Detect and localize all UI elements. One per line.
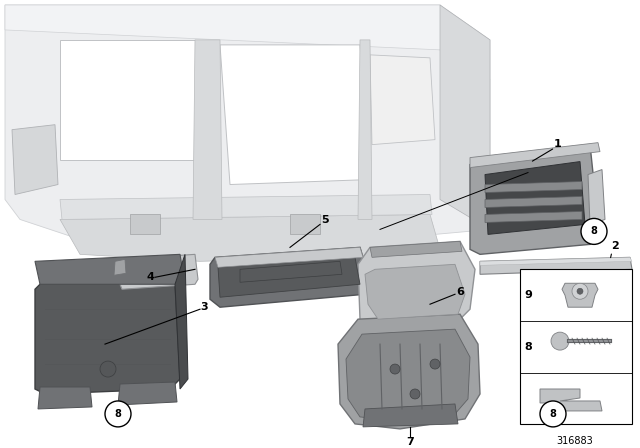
Polygon shape	[12, 125, 58, 194]
Polygon shape	[370, 241, 462, 257]
Circle shape	[581, 219, 607, 244]
Polygon shape	[485, 197, 582, 207]
Circle shape	[551, 332, 569, 350]
Circle shape	[105, 401, 131, 427]
Polygon shape	[118, 382, 177, 405]
Polygon shape	[35, 284, 180, 394]
Polygon shape	[485, 162, 585, 234]
Polygon shape	[218, 257, 360, 297]
Text: 316883: 316883	[557, 436, 593, 446]
Polygon shape	[470, 145, 600, 254]
Text: 9: 9	[524, 290, 532, 300]
Text: 6: 6	[456, 287, 464, 297]
Polygon shape	[38, 387, 92, 409]
Polygon shape	[210, 247, 368, 307]
Polygon shape	[5, 5, 490, 259]
Polygon shape	[118, 254, 198, 289]
Polygon shape	[60, 215, 440, 261]
Circle shape	[390, 364, 400, 374]
Circle shape	[430, 359, 440, 369]
Bar	[520, 269, 632, 424]
Polygon shape	[5, 5, 490, 80]
Polygon shape	[35, 254, 185, 284]
Text: 3: 3	[200, 302, 208, 312]
Polygon shape	[358, 241, 475, 329]
Text: 8: 8	[524, 342, 532, 352]
Polygon shape	[358, 40, 372, 220]
Polygon shape	[175, 254, 188, 389]
Polygon shape	[440, 5, 490, 229]
Polygon shape	[470, 142, 600, 168]
Polygon shape	[215, 247, 363, 267]
Polygon shape	[60, 194, 432, 220]
Text: 7: 7	[406, 437, 414, 447]
Text: 5: 5	[321, 215, 329, 225]
Polygon shape	[130, 215, 160, 234]
Circle shape	[572, 283, 588, 299]
Polygon shape	[480, 257, 632, 274]
Text: 8: 8	[115, 409, 122, 419]
Polygon shape	[346, 329, 470, 421]
Polygon shape	[485, 181, 582, 193]
Text: 4: 4	[146, 272, 154, 282]
Polygon shape	[290, 215, 320, 234]
Polygon shape	[588, 169, 605, 224]
Polygon shape	[240, 261, 342, 282]
Text: 8: 8	[591, 226, 597, 237]
Polygon shape	[480, 257, 632, 265]
Polygon shape	[338, 314, 480, 429]
Polygon shape	[220, 45, 370, 185]
Polygon shape	[363, 404, 458, 427]
Polygon shape	[540, 389, 602, 411]
Polygon shape	[365, 264, 465, 319]
Circle shape	[540, 401, 566, 427]
Circle shape	[410, 389, 420, 399]
Text: 8: 8	[550, 409, 556, 419]
Polygon shape	[60, 40, 200, 159]
Polygon shape	[485, 211, 582, 222]
Polygon shape	[193, 40, 222, 220]
Text: 1: 1	[554, 138, 562, 149]
Circle shape	[100, 361, 116, 377]
Polygon shape	[114, 259, 126, 275]
Text: 2: 2	[611, 241, 619, 251]
Circle shape	[577, 288, 583, 294]
Polygon shape	[562, 283, 598, 307]
Polygon shape	[370, 55, 435, 145]
